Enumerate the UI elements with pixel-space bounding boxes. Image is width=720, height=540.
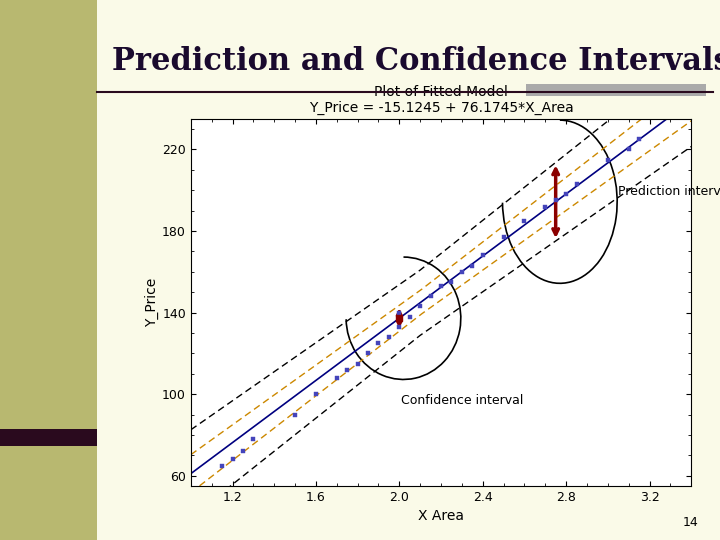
- Point: [498, 233, 509, 241]
- Point: [331, 374, 343, 382]
- Point: [341, 366, 353, 374]
- Point: [477, 251, 488, 260]
- Point: [310, 390, 322, 399]
- Point: [539, 202, 551, 211]
- Point: [394, 308, 405, 317]
- Point: [446, 278, 457, 286]
- Point: [227, 455, 238, 464]
- Point: [394, 322, 405, 331]
- Point: [560, 190, 572, 199]
- Point: [248, 435, 259, 443]
- Point: [237, 447, 248, 456]
- Point: [373, 339, 384, 348]
- Point: [456, 267, 467, 276]
- Title: Plot of Fitted Model
Y_Price = -15.1245 + 76.1745*X_Area: Plot of Fitted Model Y_Price = -15.1245 …: [309, 85, 573, 115]
- Text: 14: 14: [683, 516, 698, 529]
- Point: [467, 261, 478, 270]
- Point: [352, 359, 364, 368]
- Point: [550, 196, 562, 205]
- Point: [623, 145, 634, 154]
- Y-axis label: Y_Price: Y_Price: [145, 278, 159, 327]
- Text: Prediction interval: Prediction interval: [618, 185, 720, 198]
- Point: [216, 461, 228, 470]
- Point: [435, 282, 446, 291]
- X-axis label: X Area: X Area: [418, 509, 464, 523]
- Point: [518, 217, 530, 225]
- Point: [404, 312, 415, 321]
- Point: [425, 292, 436, 301]
- Point: [634, 135, 645, 144]
- Point: [415, 302, 426, 311]
- Point: [289, 410, 301, 419]
- Point: [383, 333, 395, 341]
- Point: [571, 180, 582, 188]
- Text: Prediction and Confidence Intervals: Prediction and Confidence Intervals: [112, 46, 720, 77]
- Point: [602, 156, 613, 164]
- Text: Confidence interval: Confidence interval: [400, 394, 523, 407]
- Point: [362, 349, 374, 357]
